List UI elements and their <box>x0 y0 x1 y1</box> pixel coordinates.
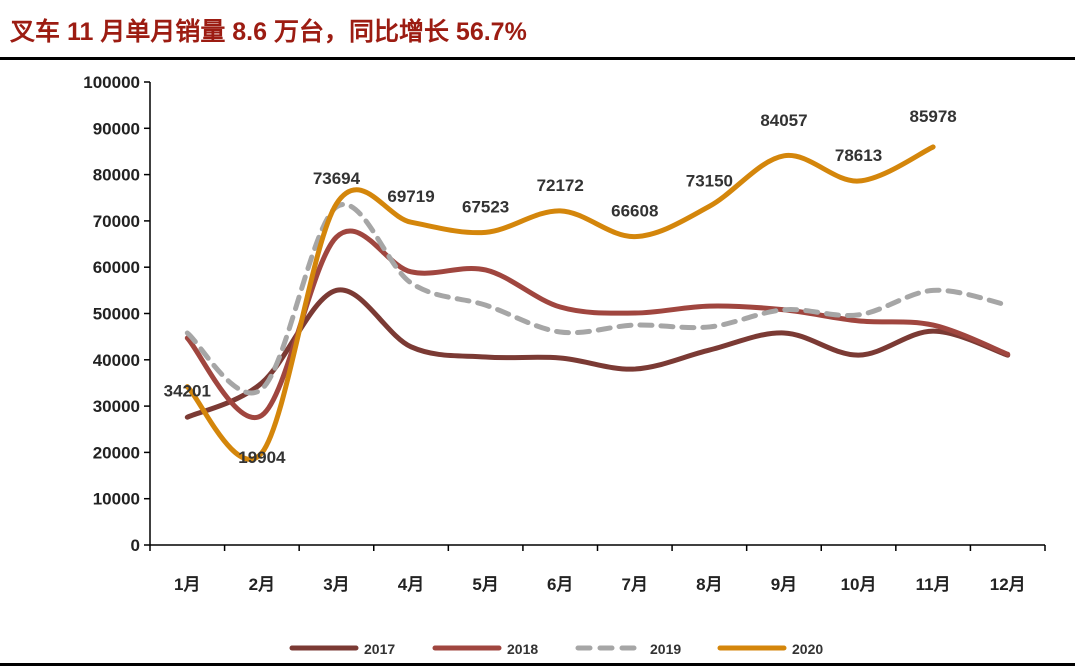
x-tick-label: 12月 <box>990 575 1026 594</box>
x-tick-label: 11月 <box>916 575 951 594</box>
x-tick-label: 10月 <box>841 575 877 594</box>
y-tick-label: 40000 <box>93 351 140 370</box>
data-label: 67523 <box>462 197 509 216</box>
data-label: 73150 <box>686 171 733 190</box>
y-tick-label: 0 <box>131 536 140 555</box>
x-tick-label: 6月 <box>547 575 573 594</box>
series-line-2017 <box>184 287 1011 420</box>
legend-label: 2019 <box>650 641 681 657</box>
y-tick-label: 100000 <box>83 73 140 92</box>
x-tick-label: 3月 <box>323 575 349 594</box>
x-tick-label: 7月 <box>622 575 648 594</box>
y-tick-label: 70000 <box>93 212 140 231</box>
x-tick-label: 2月 <box>249 575 275 594</box>
series-line-2020 <box>184 144 936 462</box>
y-tick-label: 60000 <box>93 258 140 277</box>
bottom-divider <box>0 663 1075 666</box>
legend-label: 2020 <box>792 641 823 657</box>
x-tick-label: 8月 <box>696 575 722 594</box>
data-label: 78613 <box>835 146 882 165</box>
data-label: 69719 <box>387 187 434 206</box>
y-tick-label: 50000 <box>93 305 140 324</box>
x-tick-label: 5月 <box>472 575 498 594</box>
legend-label: 2017 <box>364 641 395 657</box>
data-label: 85978 <box>909 107 956 126</box>
y-tick-label: 90000 <box>93 119 140 138</box>
data-label: 72172 <box>537 176 584 195</box>
data-label: 34201 <box>164 382 211 401</box>
top-divider <box>0 57 1075 60</box>
data-label: 84057 <box>760 111 807 130</box>
legend-label: 2018 <box>507 641 538 657</box>
data-label: 19904 <box>238 448 286 467</box>
y-tick-label: 20000 <box>93 443 140 462</box>
y-tick-label: 30000 <box>93 397 140 416</box>
chart-title: 叉车 11 月单月销量 8.6 万台，同比增长 56.7% <box>10 18 527 46</box>
series-line-2019 <box>184 202 1011 396</box>
x-tick-label: 1月 <box>174 575 200 594</box>
data-label: 66608 <box>611 202 658 221</box>
y-tick-label: 10000 <box>93 490 140 509</box>
x-tick-label: 4月 <box>398 575 424 594</box>
y-tick-label: 80000 <box>93 166 140 185</box>
x-tick-label: 9月 <box>771 575 797 594</box>
data-label: 73694 <box>313 169 361 188</box>
